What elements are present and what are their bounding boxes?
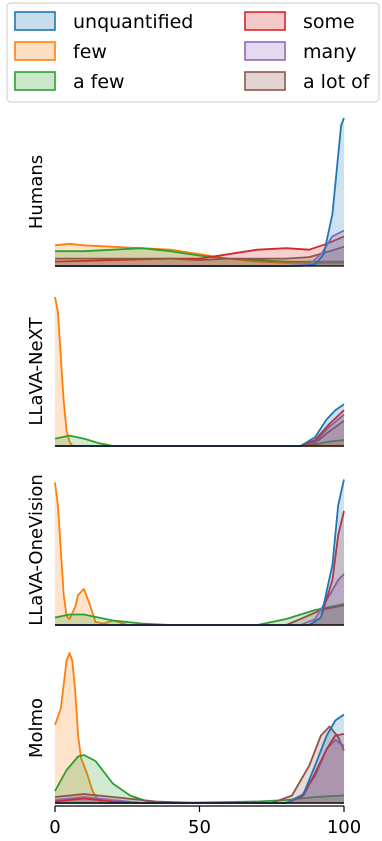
density-area-a-lot-of [55, 605, 344, 625]
legend: unquantified few a few some many a lot of [6, 2, 380, 103]
panel-label: LLaVA-NeXT [26, 316, 47, 425]
density-area-many [55, 414, 344, 446]
density-line-few [54, 482, 344, 626]
density-area-unquantified [55, 404, 344, 446]
density-area-unquantified [55, 118, 344, 266]
density-line-a-few [54, 603, 345, 626]
legend-label: many [303, 41, 356, 63]
legend-swatch-unquantified [14, 11, 56, 31]
density-line-unquantified [55, 403, 345, 447]
density-area-a-lot-of [55, 726, 344, 803]
density-area-many [55, 230, 344, 266]
density-line-some [55, 409, 345, 447]
density-area-some [55, 410, 344, 446]
legend-label: few [73, 41, 107, 63]
x-tick-label: 50 [188, 817, 211, 838]
legend-frame [6, 2, 380, 103]
density-line-a-few [55, 247, 344, 263]
density-area-some [55, 734, 344, 803]
density-area-few [55, 482, 344, 625]
panel-label: Molmo [26, 698, 47, 758]
density-line-a-few [54, 754, 345, 804]
panel-llava-next: LLaVA-NeXT [26, 296, 345, 447]
legend-swatch-some [244, 11, 286, 31]
density-line-few [54, 242, 344, 264]
density-area-unquantified [55, 479, 344, 625]
legend-label: a lot of [303, 71, 371, 93]
panel-humans: Humans [26, 117, 345, 267]
density-area-a-few [55, 604, 344, 625]
legend-swatch-many [244, 41, 286, 61]
legend-label: a few [73, 71, 125, 93]
density-line-many [55, 414, 345, 447]
density-area-many [55, 740, 344, 803]
density-area-a-few [55, 435, 344, 446]
density-area-few [55, 297, 344, 446]
legend-label: unquantified [73, 11, 193, 33]
panel-llava-onevision: LLaVA-OneVision [26, 474, 345, 626]
panel-label: LLaVA-OneVision [26, 474, 47, 626]
density-line-a-lot-of [55, 245, 345, 261]
panels: Humans LLaVA-NeXT LLaVA-OneVision Molmo [26, 117, 345, 804]
density-line-unquantified [55, 479, 345, 626]
density-area-few [55, 653, 344, 803]
density-area-some [55, 511, 344, 625]
x-axis: 0 50 100 [49, 805, 361, 838]
density-line-unquantified [55, 117, 345, 267]
x-tick-label: 100 [327, 817, 361, 838]
panel-molmo: Molmo [26, 652, 345, 804]
density-area-a-lot-of [55, 246, 344, 266]
density-line-few [54, 296, 344, 447]
legend-label: some [303, 11, 355, 33]
x-tick-label: 0 [49, 817, 60, 838]
legend-swatch-a-few [14, 71, 56, 91]
legend-swatch-a-lot-of [244, 71, 286, 91]
density-line-some [55, 510, 345, 626]
density-area-unquantified [55, 714, 344, 803]
legend-swatch-few [14, 41, 56, 61]
panel-label: Humans [26, 155, 47, 229]
